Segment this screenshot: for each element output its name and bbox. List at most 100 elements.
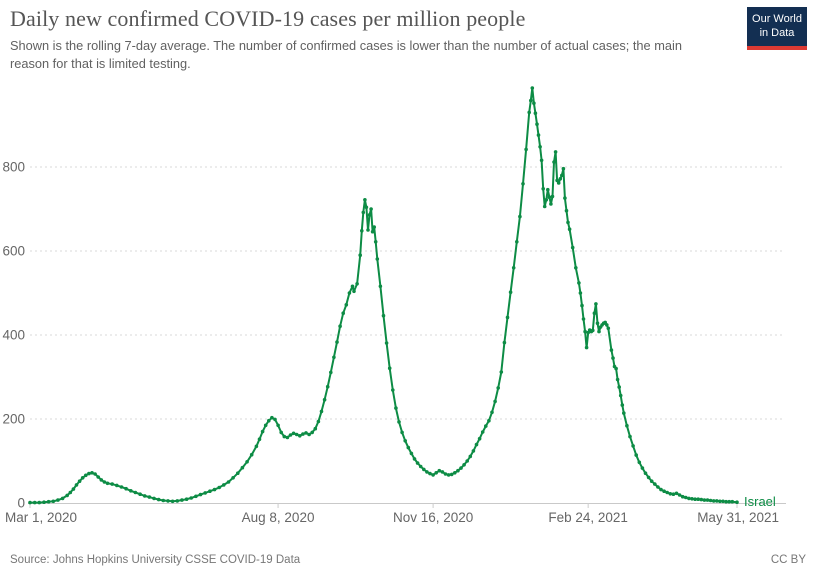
data-point-marker bbox=[387, 366, 392, 371]
data-point-marker bbox=[304, 431, 308, 435]
data-point-marker bbox=[592, 311, 597, 316]
series-line bbox=[29, 87, 738, 504]
data-point-marker bbox=[566, 220, 570, 225]
data-point-marker bbox=[553, 150, 558, 154]
data-point-marker bbox=[152, 496, 156, 501]
data-point-marker bbox=[367, 213, 372, 217]
data-point-marker bbox=[643, 471, 648, 476]
data-point-marker bbox=[338, 324, 342, 329]
data-point-marker bbox=[119, 485, 124, 489]
data-point-marker bbox=[484, 424, 488, 428]
data-point-marker bbox=[618, 393, 623, 398]
data-point-marker bbox=[581, 317, 586, 321]
data-point-marker bbox=[267, 418, 271, 423]
data-point-marker bbox=[546, 187, 550, 192]
license-badge[interactable]: CC BY bbox=[770, 554, 806, 566]
data-point-marker bbox=[690, 497, 694, 501]
data-point-marker bbox=[705, 498, 710, 502]
data-point-marker bbox=[595, 321, 600, 326]
x-axis-tick-label: Mar 1, 2020 bbox=[5, 510, 77, 525]
data-point-marker bbox=[273, 417, 277, 422]
y-axis-tick-label: 600 bbox=[2, 244, 25, 259]
data-point-marker bbox=[555, 178, 559, 183]
data-point-marker bbox=[355, 282, 359, 286]
data-point-marker bbox=[325, 384, 330, 389]
data-point-marker bbox=[96, 475, 100, 479]
data-point-marker bbox=[649, 479, 654, 484]
data-point-marker bbox=[90, 471, 94, 475]
data-point-marker bbox=[659, 487, 663, 492]
data-point-marker bbox=[615, 377, 620, 382]
data-point-marker bbox=[373, 240, 378, 244]
data-point-marker bbox=[263, 423, 268, 428]
data-point-marker bbox=[370, 229, 375, 234]
data-point-marker bbox=[270, 415, 274, 420]
data-point-marker bbox=[322, 397, 327, 402]
data-point-marker bbox=[471, 449, 476, 453]
data-point-marker bbox=[332, 355, 336, 360]
data-point-marker bbox=[687, 496, 691, 501]
y-axis-tick-label: 400 bbox=[2, 328, 25, 343]
data-point-marker bbox=[577, 281, 581, 285]
data-point-marker bbox=[42, 500, 46, 505]
data-point-marker bbox=[715, 499, 719, 503]
data-point-marker bbox=[502, 340, 507, 345]
data-point-marker bbox=[515, 240, 519, 244]
data-point-marker bbox=[606, 326, 611, 331]
y-axis-tick-label: 200 bbox=[2, 412, 25, 427]
data-point-marker bbox=[499, 370, 504, 374]
data-point-marker bbox=[580, 303, 584, 308]
data-point-marker bbox=[352, 289, 356, 294]
data-point-marker bbox=[142, 494, 147, 498]
data-point-marker bbox=[527, 110, 531, 115]
data-point-marker bbox=[184, 497, 189, 502]
data-point-marker bbox=[462, 463, 466, 467]
data-point-marker bbox=[32, 500, 37, 505]
data-point-marker bbox=[677, 493, 682, 497]
data-point-marker bbox=[622, 411, 626, 415]
data-point-marker bbox=[161, 498, 166, 503]
data-point-marker bbox=[665, 490, 669, 495]
data-point-marker bbox=[634, 453, 638, 457]
data-point-marker bbox=[730, 499, 735, 504]
data-point-marker bbox=[724, 499, 728, 504]
data-point-marker bbox=[477, 436, 482, 441]
data-point-marker bbox=[708, 498, 713, 503]
data-point-marker bbox=[563, 196, 567, 200]
data-point-marker bbox=[37, 500, 42, 505]
data-point-marker bbox=[597, 329, 601, 334]
data-point-marker bbox=[556, 181, 561, 185]
data-point-marker bbox=[564, 208, 569, 213]
owid-logo[interactable]: Our World in Data bbox=[747, 7, 807, 50]
data-point-marker bbox=[102, 480, 107, 484]
data-point-marker bbox=[718, 499, 722, 504]
data-point-marker bbox=[415, 461, 420, 465]
data-point-marker bbox=[71, 487, 76, 491]
data-point-marker bbox=[594, 302, 598, 306]
data-point-marker bbox=[541, 187, 545, 191]
data-point-marker bbox=[170, 499, 175, 504]
data-point-marker bbox=[628, 434, 632, 439]
source-note: Source: Johns Hopkins University CSSE CO… bbox=[10, 554, 301, 566]
data-point-marker bbox=[490, 410, 494, 415]
data-point-marker bbox=[530, 86, 535, 90]
data-point-marker bbox=[459, 466, 463, 470]
data-point-marker bbox=[105, 481, 110, 486]
data-point-marker bbox=[584, 345, 589, 350]
data-point-marker bbox=[552, 160, 556, 164]
data-point-marker bbox=[249, 452, 254, 457]
data-point-marker bbox=[480, 430, 485, 434]
data-point-marker bbox=[591, 328, 595, 333]
data-point-marker bbox=[449, 472, 454, 477]
data-point-marker bbox=[668, 492, 673, 496]
data-point-marker bbox=[375, 257, 380, 261]
data-point-marker bbox=[294, 432, 299, 437]
data-point-marker bbox=[366, 228, 370, 232]
data-point-marker bbox=[646, 475, 651, 480]
data-point-marker bbox=[319, 409, 324, 414]
data-point-marker bbox=[316, 419, 321, 424]
data-point-marker bbox=[363, 198, 367, 202]
data-point-marker bbox=[547, 195, 552, 199]
data-point-marker bbox=[335, 340, 339, 344]
